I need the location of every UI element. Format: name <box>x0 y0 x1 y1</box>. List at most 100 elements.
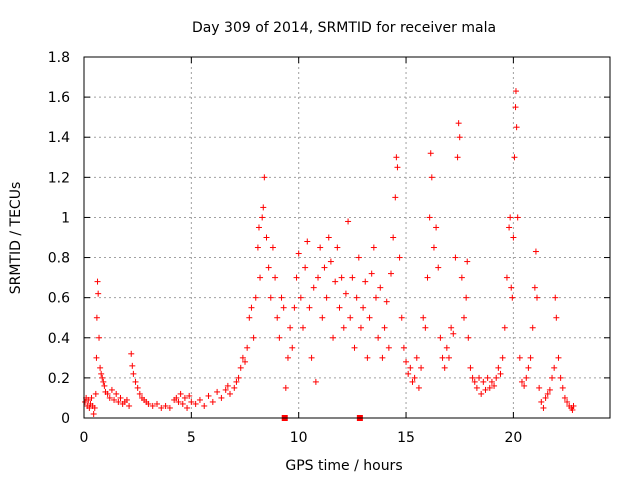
data-point <box>415 384 422 391</box>
data-point <box>503 274 510 281</box>
data-point <box>407 364 414 371</box>
data-point <box>332 278 339 285</box>
data-point <box>93 354 100 361</box>
data-point <box>132 378 139 385</box>
data-point <box>248 304 255 311</box>
data-point <box>184 404 191 411</box>
data-point <box>534 294 541 301</box>
data-point <box>302 264 309 271</box>
x-axis-label: GPS time / hours <box>285 458 402 474</box>
data-point <box>297 294 304 301</box>
data-point <box>465 334 472 341</box>
data-point <box>93 314 100 321</box>
data-point <box>295 250 302 257</box>
data-point <box>478 390 485 397</box>
data-point <box>166 404 173 411</box>
data-point <box>186 392 193 399</box>
data-point <box>276 334 283 341</box>
data-point <box>246 314 253 321</box>
data-point <box>383 298 390 305</box>
data-point <box>106 394 113 401</box>
data-point <box>372 294 379 301</box>
data-point <box>511 154 518 161</box>
data-point <box>260 204 267 211</box>
data-point <box>226 390 233 397</box>
y-tick-label: 0.6 <box>48 291 70 307</box>
data-point <box>242 358 249 365</box>
data-point <box>495 364 502 371</box>
data-point <box>396 254 403 261</box>
data-point <box>342 290 349 297</box>
data-point <box>366 314 373 321</box>
data-point <box>315 274 322 281</box>
data-point <box>368 270 375 277</box>
data-point <box>278 294 285 301</box>
data-point <box>323 294 330 301</box>
data-point <box>136 390 143 397</box>
data-points <box>82 88 577 417</box>
x-tick-label: 5 <box>187 430 196 446</box>
data-point <box>464 258 471 265</box>
data-point <box>287 324 294 331</box>
data-point <box>129 362 136 369</box>
data-point <box>321 264 328 271</box>
data-point <box>263 234 270 241</box>
data-point <box>480 378 487 385</box>
data-point <box>454 154 461 161</box>
data-point <box>486 384 493 391</box>
data-point <box>257 274 264 281</box>
data-point <box>104 390 111 397</box>
y-tick-label: 0.8 <box>48 251 70 267</box>
data-point <box>469 374 476 381</box>
data-point <box>525 364 532 371</box>
data-point <box>95 290 102 297</box>
data-point <box>88 394 95 401</box>
y-tick-label: 1.8 <box>48 50 70 66</box>
data-point <box>319 314 326 321</box>
data-point <box>100 378 107 385</box>
data-point <box>86 404 93 411</box>
data-point <box>557 374 564 381</box>
grid-layer <box>84 57 610 418</box>
data-point <box>239 354 246 361</box>
data-point <box>252 294 259 301</box>
data-point <box>274 314 281 321</box>
data-point <box>117 394 124 401</box>
data-point <box>218 394 225 401</box>
data-point <box>493 374 500 381</box>
data-point <box>569 406 576 413</box>
data-point <box>461 314 468 321</box>
data-point <box>508 284 515 291</box>
data-point <box>269 244 276 251</box>
data-point <box>381 324 388 331</box>
x-tick-label: 10 <box>290 430 308 446</box>
data-point <box>559 384 566 391</box>
y-tick-label: 1.4 <box>48 130 70 146</box>
data-point <box>551 364 558 371</box>
data-point <box>153 400 160 407</box>
data-point <box>312 378 319 385</box>
y-tick-label: 0.2 <box>48 371 70 387</box>
data-point <box>177 390 184 397</box>
data-point <box>353 294 360 301</box>
data-point <box>409 378 416 385</box>
data-point <box>518 378 525 385</box>
data-point <box>330 334 337 341</box>
data-point <box>553 314 560 321</box>
data-point <box>400 344 407 351</box>
data-point <box>499 354 506 361</box>
data-point <box>523 374 530 381</box>
data-point <box>347 314 354 321</box>
x-tick-label: 20 <box>504 430 522 446</box>
data-point <box>111 396 118 403</box>
data-point <box>424 274 431 281</box>
data-point <box>422 324 429 331</box>
data-point <box>85 396 92 403</box>
data-point <box>552 294 559 301</box>
data-point <box>542 394 549 401</box>
data-point <box>411 374 418 381</box>
data-point <box>549 374 556 381</box>
data-point <box>564 398 571 405</box>
data-point <box>98 370 105 377</box>
data-point <box>455 120 462 127</box>
